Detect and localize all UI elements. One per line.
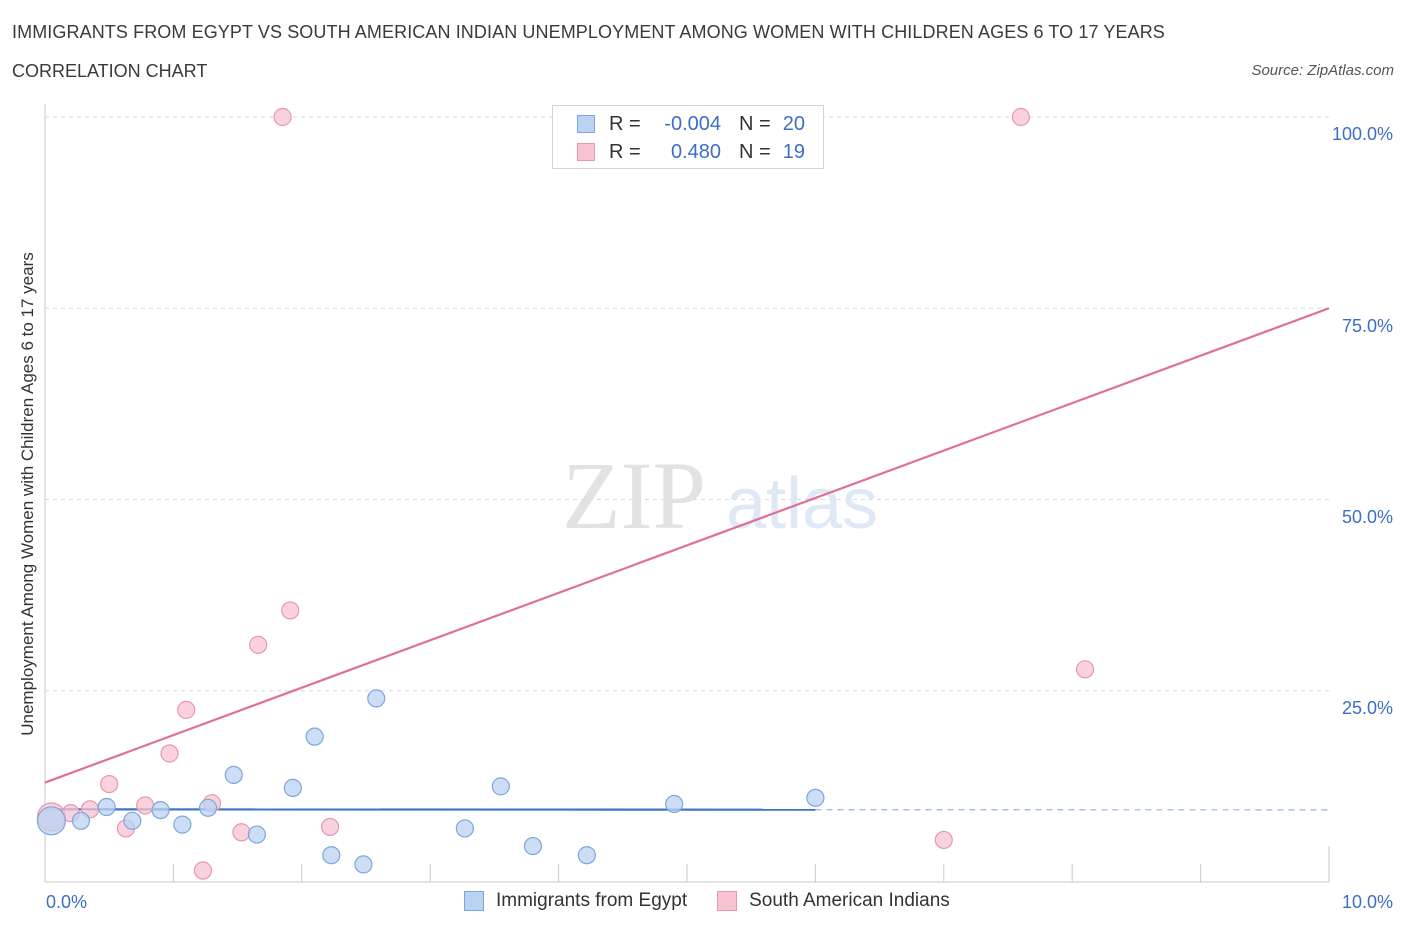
- y-tick-label-100: 100.0%: [1332, 124, 1393, 144]
- egypt-legend-swatch: [464, 891, 484, 911]
- trend-line-sai: [44, 307, 1330, 784]
- r-label: R =: [609, 140, 641, 163]
- point-sai: [281, 601, 300, 620]
- chart-subtitle: CORRELATION CHART: [12, 61, 208, 81]
- point-egypt: [305, 727, 324, 746]
- point-sai: [273, 107, 292, 127]
- point-egypt: [523, 836, 543, 856]
- point-egypt: [665, 794, 684, 814]
- point-sai: [100, 774, 119, 794]
- sai-swatch: [577, 143, 595, 161]
- point-sai: [177, 700, 196, 719]
- sai-legend-swatch: [717, 891, 738, 911]
- point-egypt: [123, 811, 142, 830]
- point-egypt: [491, 777, 510, 796]
- point-egypt: [36, 806, 67, 836]
- egypt-swatch: [577, 115, 595, 133]
- point-egypt: [806, 788, 825, 807]
- x-tick-label-min: 0.0%: [46, 892, 87, 912]
- y-tick-label-75: 75.0%: [1342, 316, 1393, 336]
- n-value: 19: [782, 140, 805, 163]
- point-egypt: [247, 825, 266, 844]
- point-sai: [193, 861, 213, 880]
- n-label: N =: [739, 140, 771, 163]
- legend-label-egypt: Immigrants from Egypt: [496, 890, 688, 911]
- tick-labels: 0.0% 10.0% 25.0% 50.0% 75.0% 100.0%: [46, 124, 1393, 912]
- n-label: N =: [739, 112, 771, 135]
- source-credit: Source: ZipAtlas.com: [1251, 62, 1394, 79]
- r-value: -0.004: [664, 112, 721, 135]
- point-egypt: [367, 689, 386, 708]
- point-egypt: [198, 798, 218, 817]
- legend-item-egypt[interactable]: Immigrants from Egypt: [464, 890, 687, 912]
- point-sai: [136, 796, 155, 815]
- point-sai: [249, 635, 268, 654]
- point-egypt: [173, 815, 192, 834]
- point-egypt: [71, 811, 91, 830]
- legend-label-sai: South American Indians: [749, 890, 950, 911]
- watermark-zip: ZIP: [562, 442, 706, 549]
- n-value: 20: [782, 112, 805, 135]
- r-label: R =: [609, 112, 641, 135]
- point-sai: [320, 817, 340, 837]
- point-sai: [934, 830, 953, 850]
- point-egypt: [224, 765, 243, 785]
- point-egypt: [322, 846, 341, 865]
- point-sai: [1011, 107, 1030, 127]
- axes: [44, 104, 1330, 883]
- r-value: 0.480: [670, 140, 721, 163]
- y-tick-label-25: 25.0%: [1342, 698, 1393, 718]
- series-legend: Immigrants from Egypt South American Ind…: [464, 890, 980, 912]
- stats-legend: R = -0.004 N = 20 R = 0.480 N = 19: [552, 105, 824, 169]
- watermark: ZIP atlas: [562, 442, 878, 549]
- point-egypt: [151, 800, 170, 820]
- trend-lines: [44, 307, 1330, 811]
- chart-title: IMMIGRANTS FROM EGYPT VS SOUTH AMERICAN …: [12, 22, 1165, 42]
- legend-item-sai[interactable]: South American Indians: [717, 890, 950, 912]
- stats-row-sai: R = 0.480 N = 19: [577, 140, 805, 164]
- y-tick-label-50: 50.0%: [1342, 507, 1393, 527]
- point-sai: [232, 823, 251, 842]
- point-egypt: [354, 855, 373, 874]
- point-sai: [1075, 660, 1095, 679]
- stats-row-egypt: R = -0.004 N = 20: [577, 112, 805, 136]
- data-points: [36, 107, 1095, 880]
- point-egypt: [97, 797, 116, 817]
- point-sai: [160, 744, 179, 763]
- point-egypt: [577, 846, 596, 865]
- point-egypt: [455, 819, 474, 838]
- x-tick-label-max: 10.0%: [1342, 892, 1393, 912]
- grid-lines: [45, 116, 1329, 692]
- point-egypt: [283, 778, 302, 798]
